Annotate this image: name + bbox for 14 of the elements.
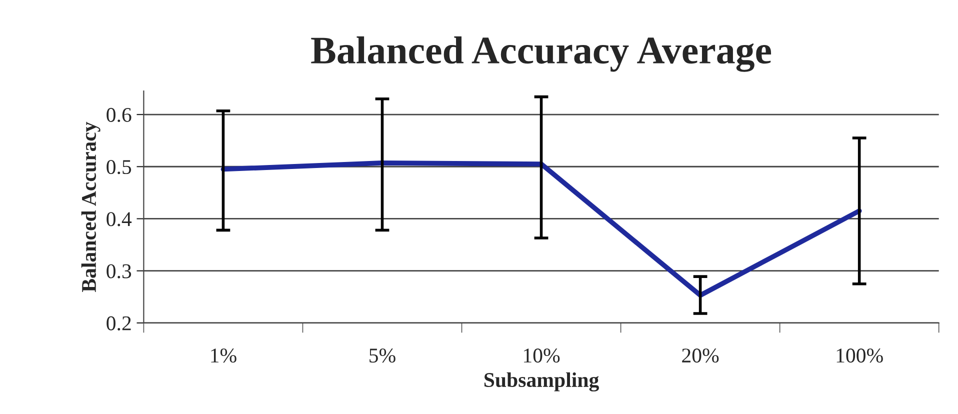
y-tick-label: 0.5	[106, 160, 132, 174]
x-tick-label: 100%	[836, 348, 883, 363]
x-tick-label: 20%	[682, 348, 719, 363]
y-tick-label: 0.2	[106, 316, 131, 330]
x-tick-label: 10%	[524, 348, 560, 363]
x-tick-label: 1%	[211, 348, 236, 363]
y-tick-label: 0.6	[106, 108, 132, 122]
y-axis-title: Balanced Accuracy	[81, 122, 100, 292]
y-tick-label: 0.4	[106, 212, 132, 226]
chart-title: Balanced Accuracy Average	[311, 36, 772, 72]
x-axis-title: Subsampling	[484, 372, 599, 392]
x-tick-label: 5%	[370, 348, 396, 363]
y-tick-label: 0.3	[106, 264, 132, 278]
line-series	[220, 160, 862, 298]
